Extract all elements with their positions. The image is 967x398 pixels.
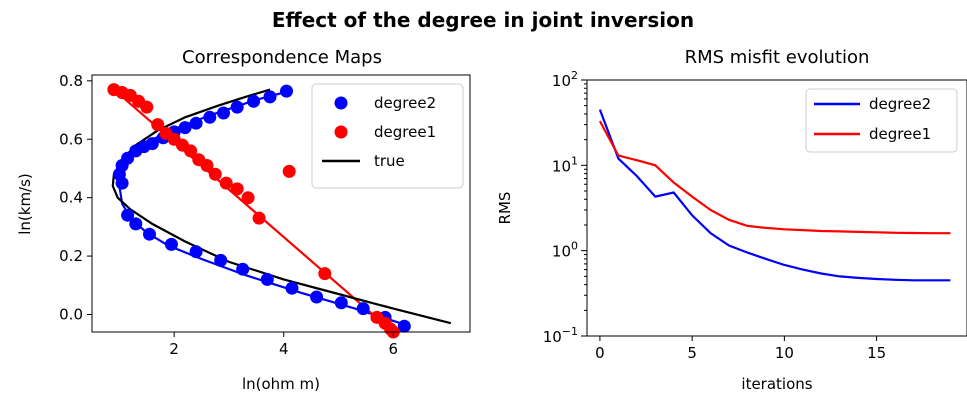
right-plot-frame <box>586 79 967 337</box>
left-plot-marks <box>107 83 452 339</box>
left-plot-legend: degree2 degree1 true <box>311 83 464 189</box>
figure-suptitle: Effect of the degree in joint inversion <box>272 8 694 32</box>
x-tick-label: 4 <box>279 340 289 358</box>
y-tick-label: 0.8 <box>59 72 83 90</box>
right-plot-xlabel: iterations <box>741 375 812 393</box>
right-plot-ticks: 0 5 10 15 10−1 100 101 102 <box>543 69 886 362</box>
left-legend-label-true: true <box>374 152 405 170</box>
point-degree2 <box>121 208 135 222</box>
point-degree2 <box>164 237 178 251</box>
correspondence-maps-plot: Correspondence Maps 2 4 6 0.0 0.2 0.4 0.6 0.8 l… <box>16 47 471 393</box>
left-legend-label-degree2: degree2 <box>374 94 436 112</box>
point-degree2 <box>280 84 293 98</box>
point-degree2 <box>189 245 203 259</box>
y-tick-label: 100 <box>552 240 578 261</box>
x-tick-label: 6 <box>389 340 399 358</box>
point-degree1 <box>219 176 233 190</box>
y-tick-label: 101 <box>552 154 578 175</box>
left-plot-ylabel: ln(km/s) <box>16 173 34 235</box>
left-plot-title: Correspondence Maps <box>182 47 382 68</box>
point-degree1 <box>208 167 222 181</box>
x-tick-label: 15 <box>867 344 886 362</box>
left-plot-xlabel: ln(ohm m) <box>242 375 320 393</box>
y-tick-label: 0.6 <box>59 130 83 148</box>
right-plot-marks <box>598 109 951 282</box>
right-plot-title: RMS misfit evolution <box>685 47 870 68</box>
right-plot-legend: degree2 degree1 <box>805 88 958 153</box>
point-degree2 <box>143 227 156 241</box>
point-degree2 <box>285 281 299 295</box>
point-degree1 <box>282 164 296 178</box>
point-degree2 <box>217 106 230 120</box>
right-plot-ylabel: RMS <box>496 192 514 225</box>
point-degree2 <box>397 319 411 333</box>
point-degree1 <box>200 159 214 172</box>
x-tick-label: 10 <box>775 344 794 362</box>
point-degree2 <box>145 137 159 151</box>
left-legend-label-degree1: degree1 <box>374 123 436 141</box>
point-degree2 <box>129 217 143 231</box>
point-degree1 <box>140 100 154 114</box>
y-tick-label: 0.4 <box>59 189 83 207</box>
y-tick-label: 0.0 <box>59 305 83 323</box>
point-degree2 <box>356 302 370 316</box>
point-degree1 <box>184 144 198 158</box>
rms-misfit-plot: RMS misfit evolution 0 5 10 15 10−1 100 101 102… <box>496 47 967 393</box>
point-degree2 <box>189 116 203 130</box>
point-degree2 <box>236 262 250 276</box>
point-degree2 <box>334 296 348 310</box>
point-degree1 <box>151 118 165 132</box>
y-tick-label: 102 <box>552 69 578 90</box>
y-tick-label: 0.2 <box>59 247 83 265</box>
right-legend-label-degree2: degree2 <box>869 95 931 113</box>
point-degree2 <box>214 253 228 267</box>
point-degree1 <box>252 211 266 225</box>
point-degree2 <box>260 272 274 286</box>
x-tick-label: 5 <box>687 344 697 362</box>
legend-marker-degree1-dot <box>334 125 348 139</box>
point-degree1 <box>230 182 244 196</box>
left-plot-frame <box>91 74 471 333</box>
point-degree1 <box>241 191 255 205</box>
legend-marker-degree2-dot <box>334 96 348 110</box>
line-degree1 <box>598 120 951 235</box>
x-tick-label: 2 <box>169 340 179 358</box>
point-degree2 <box>247 94 261 108</box>
point-degree2 <box>203 110 217 124</box>
point-degree1 <box>318 267 332 281</box>
right-legend-label-degree1: degree1 <box>869 125 931 143</box>
line-degree2 <box>598 109 951 282</box>
y-tick-label: 10−1 <box>543 325 578 346</box>
point-degree2 <box>263 90 277 104</box>
point-degree2 <box>178 121 192 135</box>
x-tick-label: 0 <box>595 344 605 362</box>
point-degree2 <box>310 290 324 304</box>
left-plot-ticks: 2 4 6 0.0 0.2 0.4 0.6 0.8 <box>59 72 398 358</box>
point-degree2 <box>230 100 244 114</box>
